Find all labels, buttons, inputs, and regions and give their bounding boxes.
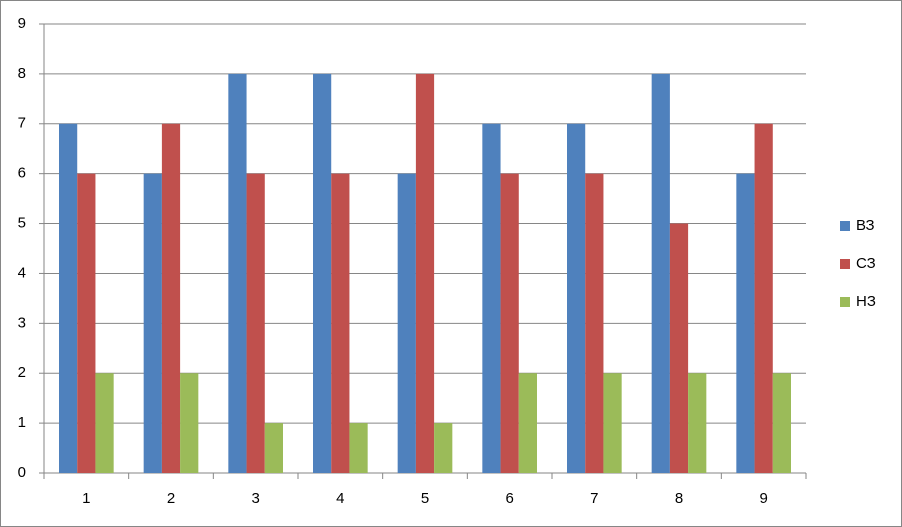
legend-label: СЗ — [856, 255, 876, 272]
x-tick-label: 7 — [590, 490, 598, 507]
bar — [77, 173, 96, 473]
bar — [603, 373, 622, 473]
bar — [585, 173, 604, 473]
bar — [246, 173, 265, 473]
y-tick-label: 1 — [18, 414, 26, 431]
y-tick-label: 6 — [18, 165, 26, 182]
bar — [59, 123, 78, 474]
bar — [331, 173, 350, 473]
bar — [415, 73, 435, 473]
bar — [161, 123, 181, 474]
legend-swatch — [840, 259, 850, 269]
bar — [518, 373, 537, 473]
y-tick-label: 3 — [18, 314, 26, 331]
bar — [143, 173, 162, 473]
legend-label: НЗ — [856, 293, 876, 310]
bar — [397, 173, 416, 473]
bar — [95, 373, 114, 473]
bar — [567, 123, 586, 474]
bar — [228, 73, 247, 473]
legend-label: ВЗ — [856, 217, 875, 234]
legend-swatch — [840, 221, 850, 231]
bar — [754, 123, 773, 474]
x-tick-label: 5 — [421, 490, 429, 507]
bar — [180, 373, 199, 473]
bar — [688, 373, 707, 473]
x-tick-label: 1 — [82, 490, 90, 507]
bar — [349, 423, 368, 473]
x-tick-label: 9 — [759, 490, 767, 507]
legend-swatch — [840, 297, 850, 307]
y-tick-label: 4 — [18, 264, 26, 281]
bar — [313, 73, 332, 473]
y-tick-label: 0 — [18, 464, 26, 481]
bar — [434, 423, 453, 473]
y-tick-label: 9 — [18, 15, 26, 32]
bar — [736, 173, 755, 473]
bar — [669, 223, 689, 473]
x-tick-label: 2 — [167, 490, 175, 507]
bar — [651, 73, 670, 473]
x-tick-label: 4 — [336, 490, 344, 507]
x-tick-label: 8 — [675, 490, 683, 507]
y-tick-label: 2 — [18, 364, 26, 381]
x-tick-label: 3 — [251, 490, 259, 507]
y-tick-label: 5 — [18, 215, 26, 232]
bar — [264, 423, 283, 473]
bar — [772, 373, 791, 473]
bar — [500, 173, 519, 473]
x-tick-label: 6 — [505, 490, 513, 507]
y-tick-label: 8 — [18, 65, 26, 82]
y-tick-label: 7 — [18, 115, 26, 132]
bar — [482, 123, 501, 474]
